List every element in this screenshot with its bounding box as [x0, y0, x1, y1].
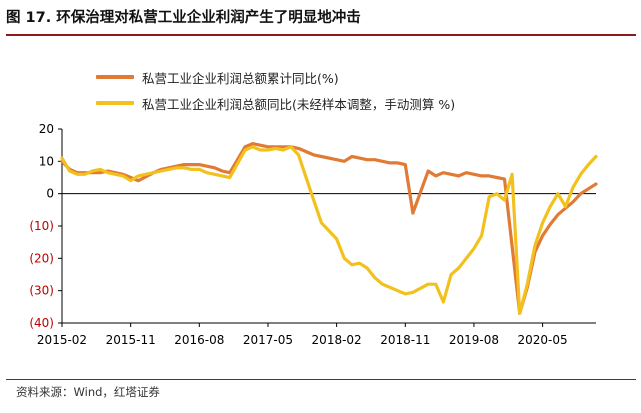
legend-item-cumulative: 私营工业企业利润总额累计同比(%) [96, 64, 455, 90]
y-tick-label: (30) [29, 284, 54, 298]
legend-item-monthly: 私营工业企业利润总额同比(未经样本调整，手动测算 %) [96, 90, 455, 116]
y-tick-label: (20) [29, 251, 54, 265]
x-tick-label: 2015-11 [106, 333, 156, 347]
y-tick-label: (40) [29, 316, 54, 330]
title-rule [6, 34, 636, 36]
x-tick-label: 2016-08 [174, 333, 224, 347]
legend-swatch-cumulative [96, 75, 134, 79]
legend-swatch-monthly [96, 101, 134, 105]
source-note: 资料来源：Wind，红塔证券 [16, 385, 160, 399]
x-tick-label: 2019-08 [449, 333, 499, 347]
x-tick-label: 2018-11 [380, 333, 430, 347]
y-tick-label: 10 [39, 154, 54, 168]
x-tick-label: 2020-05 [518, 333, 568, 347]
legend-label-monthly: 私营工业企业利润总额同比(未经样本调整，手动测算 %) [142, 96, 456, 112]
x-tick-label: 2018-02 [312, 333, 362, 347]
x-tick-label: 2017-05 [243, 333, 293, 347]
series-line-monthly [60, 145, 598, 315]
x-tick-label: 2015-02 [37, 333, 87, 347]
chart-legend: 私营工业企业利润总额累计同比(%) 私营工业企业利润总额同比(未经样本调整，手动… [96, 64, 455, 116]
y-tick-label: 0 [46, 187, 54, 201]
source-rule [6, 379, 636, 380]
y-tick-label: 20 [39, 122, 54, 136]
figure-title: 图 17. 环保治理对私营工业企业利润产生了明显地冲击 [6, 10, 361, 26]
legend-label-cumulative: 私营工业企业利润总额累计同比(%) [142, 70, 339, 86]
y-tick-label: (10) [29, 219, 54, 233]
